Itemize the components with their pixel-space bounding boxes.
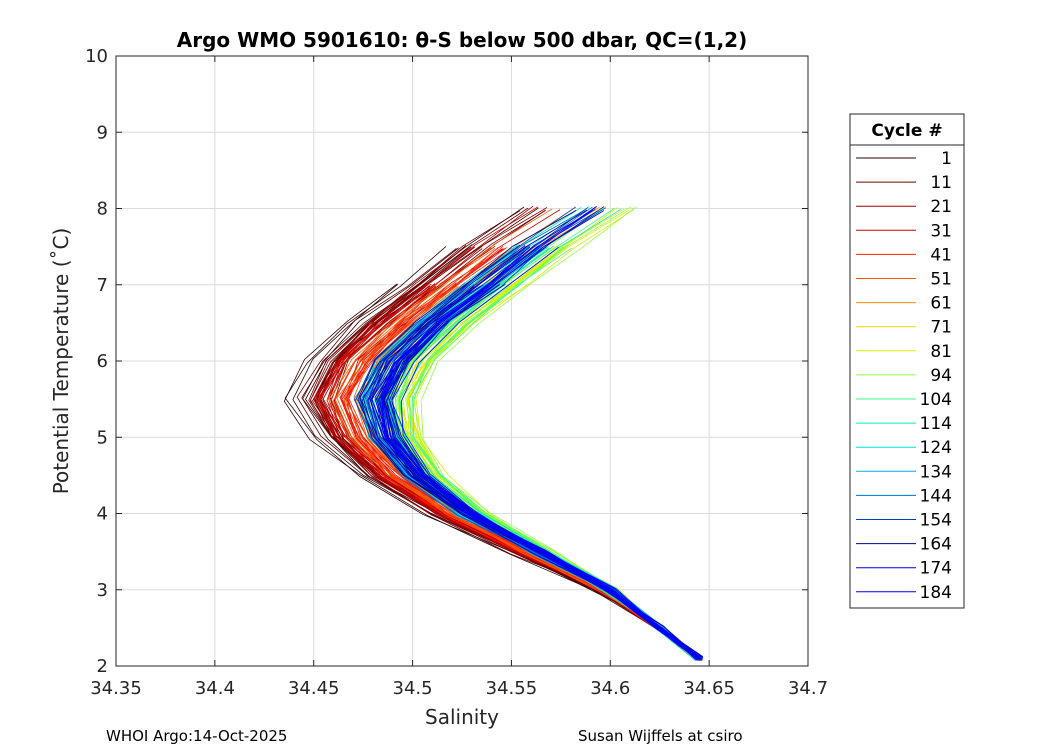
tick-marks: [115, 55, 809, 667]
y-tick-label: 10: [85, 46, 108, 67]
x-tick-label: 34.7: [788, 678, 828, 699]
cycle-line: [386, 324, 698, 660]
legend-entries: 1112131415161718194104114124134144154164…: [856, 149, 952, 603]
legend-title: Cycle #: [871, 121, 942, 141]
y-tick-label: 2: [97, 656, 108, 677]
x-tick-label: 34.45: [288, 678, 340, 699]
legend-entry-label: 134: [920, 462, 952, 482]
y-tick-label: 5: [97, 427, 108, 448]
y-tick-label: 4: [97, 504, 108, 525]
legend-entry-label: 81: [930, 342, 952, 362]
legend-entry-label: 154: [920, 511, 952, 531]
legend-entry-label: 51: [930, 270, 952, 290]
legend-entry-label: 174: [920, 559, 952, 579]
cycle-line: [400, 246, 698, 660]
legend-entry-label: 1: [941, 149, 952, 169]
footer-right: Susan Wijffels at csiro: [578, 727, 743, 745]
legend-entry-label: 71: [930, 318, 952, 338]
legend-entry-label: 21: [930, 197, 952, 217]
cycle-line: [374, 206, 698, 660]
cycle-line: [391, 283, 700, 661]
cycle-line: [302, 210, 701, 658]
data-lines: [283, 205, 704, 661]
legend-entry-label: 144: [920, 486, 952, 506]
x-tick-label: 34.35: [90, 678, 142, 699]
legend-entry-label: 11: [930, 173, 952, 193]
legend-box: [849, 113, 965, 609]
legend-entry-label: 41: [930, 245, 952, 265]
legend-entry-label: 184: [920, 583, 952, 603]
y-tick-label: 9: [97, 122, 108, 143]
legend-entry-label: 164: [920, 535, 952, 555]
footer-left: WHOI Argo:14-Oct-2025: [106, 727, 287, 745]
legend: Cycle # 11121314151617181941041141241341…: [849, 113, 965, 609]
cycle-line: [381, 282, 703, 658]
y-tick-label: 3: [97, 580, 108, 601]
y-tick-label: 8: [97, 199, 108, 220]
cycle-line: [301, 247, 697, 659]
cycle-line: [283, 283, 698, 660]
cycle-line: [383, 210, 704, 658]
x-tick-labels: 34.35 34.4 34.45 34.5 34.55 34.6 34.65 34.7: [90, 678, 828, 699]
x-tick-label: 34.65: [683, 678, 735, 699]
x-tick-label: 34.4: [195, 678, 235, 699]
legend-entry-label: 61: [930, 294, 952, 314]
legend-entry-label: 114: [920, 414, 952, 434]
cycle-line: [371, 246, 697, 661]
chart-title: Argo WMO 5901610: θ-S below 500 dbar, QC…: [177, 28, 747, 52]
y-tick-label: 7: [97, 275, 108, 296]
cycle-line: [380, 209, 700, 661]
legend-entry-label: 31: [930, 221, 952, 241]
y-axis-label: Potential Temperature (˚C): [49, 228, 73, 495]
y-tick-label: 6: [97, 351, 108, 372]
legend-entry-label: 104: [920, 390, 952, 410]
x-tick-label: 34.5: [393, 678, 433, 699]
y-tick-labels: 2 3 4 5 6 7 8 9 10: [85, 46, 108, 677]
legend-entry-label: 124: [920, 438, 952, 458]
x-tick-label: 34.55: [486, 678, 538, 699]
legend-entry-label: 94: [930, 366, 952, 386]
x-tick-label: 34.6: [590, 678, 630, 699]
x-axis-label: Salinity: [425, 705, 499, 729]
